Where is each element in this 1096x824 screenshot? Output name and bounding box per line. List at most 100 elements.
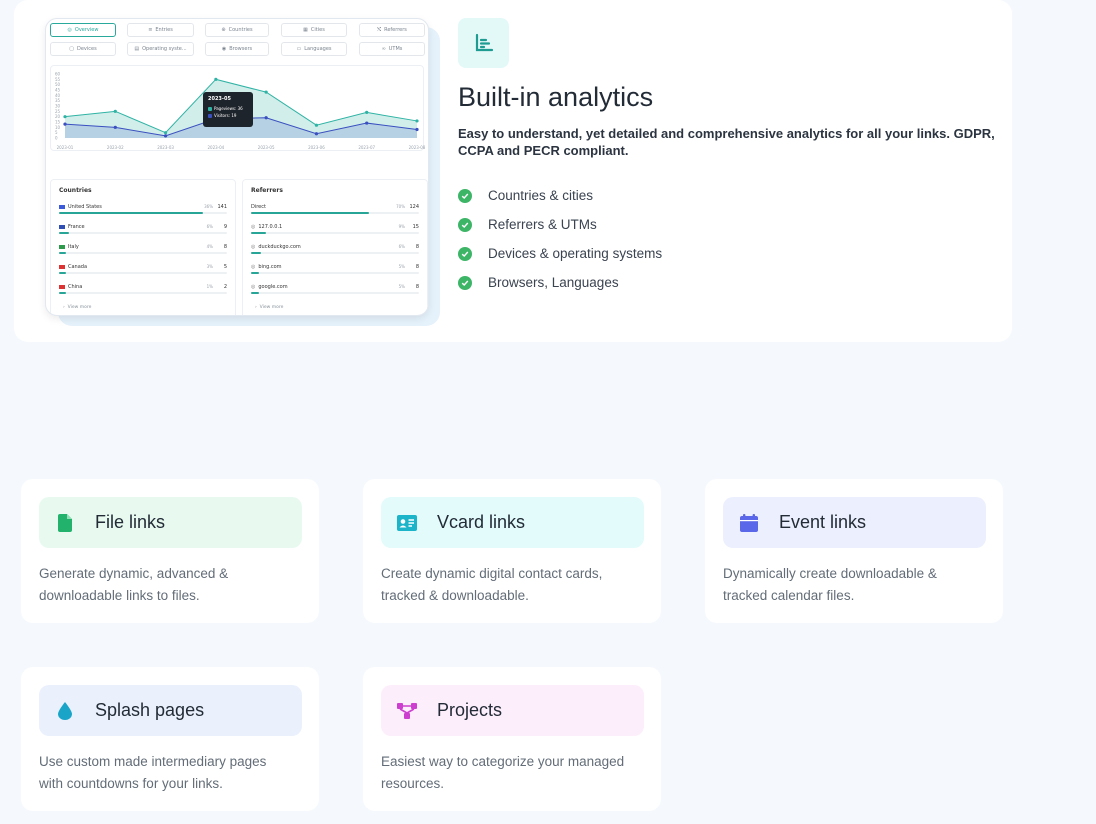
x-tick-label: 2023-04 xyxy=(207,145,224,150)
card-description: Use custom made intermediary pages with … xyxy=(39,754,267,791)
check-icon xyxy=(458,246,472,261)
preview-tab-utms[interactable]: ∞ UTMs xyxy=(359,42,425,56)
feature-item: Referrers & UTMs xyxy=(458,210,662,239)
row-percent: 36% xyxy=(204,204,213,209)
file-icon xyxy=(39,513,91,532)
row-percent: 5% xyxy=(398,284,405,289)
site-icon: ◎ xyxy=(251,244,256,250)
x-tick-label: 2023-03 xyxy=(157,145,174,150)
countries-row: Canada 3% 5 xyxy=(59,264,227,278)
referrers-view-more[interactable]: › View more xyxy=(255,305,284,310)
row-bar-track xyxy=(59,212,227,214)
file-links-card[interactable]: File links Generate dynamic, advanced & … xyxy=(21,479,319,623)
data-point-pageviews[interactable] xyxy=(214,77,218,81)
data-point-visitors[interactable] xyxy=(365,121,369,125)
visitors-swatch xyxy=(208,113,212,118)
row-bar-fill xyxy=(59,292,66,294)
card-description: Easiest way to categorize your managed r… xyxy=(381,754,625,791)
row-count: 8 xyxy=(223,244,227,250)
row-count: 2 xyxy=(223,284,227,290)
flag-icon xyxy=(59,205,65,209)
preview-tab-devices[interactable]: ▢ Devices xyxy=(50,42,116,56)
splash-pages-card[interactable]: Splash pages Use custom made intermediar… xyxy=(21,667,319,811)
data-point-pageviews[interactable] xyxy=(264,90,268,94)
feature-list: Countries & cities Referrers & UTMs Devi… xyxy=(458,181,662,297)
row-label: China xyxy=(59,284,82,290)
countries-row: China 1% 2 xyxy=(59,284,227,298)
countries-row: Italy 4% 8 xyxy=(59,244,227,258)
row-bar-track xyxy=(251,232,419,234)
series-line-pageviews xyxy=(64,78,418,134)
row-bar-fill xyxy=(251,232,267,234)
vcard-links-card[interactable]: Vcard links Create dynamic digital conta… xyxy=(363,479,661,623)
projects-card[interactable]: Projects Easiest way to categorize your … xyxy=(363,667,661,811)
data-point-visitors[interactable] xyxy=(113,125,117,129)
countries-panel: Countries United States 36% 141 France 6% 9 It… xyxy=(50,179,236,315)
data-point-visitors[interactable] xyxy=(314,132,319,136)
countries-title: Countries xyxy=(59,187,92,194)
data-point-visitors[interactable] xyxy=(415,127,419,132)
preview-tab-cities[interactable]: ▦ Cities xyxy=(281,23,347,37)
data-point-pageviews[interactable] xyxy=(365,110,369,114)
row-percent: 4% xyxy=(206,244,213,249)
preview-tab-countries[interactable]: ⊕ Countries xyxy=(205,23,269,37)
referrers-row: ◎ duckduckgo.com 6% 8 xyxy=(251,244,419,258)
preview-tab-entries[interactable]: ≡ Entries xyxy=(127,23,194,37)
row-bar-fill xyxy=(59,252,66,254)
feature-item: Devices & operating systems xyxy=(458,239,662,268)
event-links-card[interactable]: Event links Dynamically create downloada… xyxy=(705,479,1003,623)
row-count: 8 xyxy=(415,244,419,250)
card-title: File links xyxy=(95,512,166,532)
row-label: ◎ duckduckgo.com xyxy=(251,244,301,250)
row-percent: 70% xyxy=(396,204,405,209)
data-point-pageviews[interactable] xyxy=(163,131,168,135)
calendar-icon xyxy=(723,513,775,532)
y-tick-label: 25 xyxy=(55,109,61,114)
preview-tab-referrers[interactable]: ⤭ Referrers xyxy=(359,23,425,37)
event-links-header: Event links xyxy=(723,497,986,548)
row-percent: 6% xyxy=(398,244,405,249)
data-point-pageviews[interactable] xyxy=(314,123,319,127)
y-tick-label: 40 xyxy=(55,93,61,98)
check-icon xyxy=(458,217,472,232)
preview-tab-languages[interactable]: ▭ Languages xyxy=(281,42,347,56)
preview-tab-overview[interactable]: ◎ Overview xyxy=(50,23,116,37)
row-count: 15 xyxy=(412,224,419,230)
flag-icon xyxy=(59,225,65,229)
row-label: United States xyxy=(59,204,102,210)
card-description: Dynamically create downloadable & tracke… xyxy=(723,566,937,603)
data-point-pageviews[interactable] xyxy=(415,119,419,123)
row-percent: 6% xyxy=(206,224,213,229)
data-point-visitors[interactable] xyxy=(63,122,67,126)
referrers-panel: Referrers Direct 70% 124 ◎ 127.0.0.1 9% 15 ◎ duc… xyxy=(242,179,428,315)
pageviews-swatch xyxy=(208,106,212,111)
vcard-links-header: Vcard links xyxy=(381,497,644,548)
y-tick-label: 20 xyxy=(55,114,61,119)
flag-icon xyxy=(59,285,65,289)
referrers-title: Referrers xyxy=(251,187,283,194)
chart-tooltip: 2023-05 Pageviews: 36 Visitors: 19 xyxy=(203,92,253,127)
preview-tab-browsers[interactable]: ◉ Browsers xyxy=(205,42,269,56)
row-bar-track xyxy=(251,212,419,214)
data-point-visitors[interactable] xyxy=(264,116,268,120)
row-bar-track xyxy=(59,252,227,254)
y-tick-label: 45 xyxy=(55,88,61,93)
row-bar-track xyxy=(251,272,419,274)
row-percent: 3% xyxy=(206,264,213,269)
id-card-icon xyxy=(381,514,433,531)
preview-tab-operating-systems[interactable]: ▤ Operating syste... xyxy=(127,42,194,56)
data-point-pageviews[interactable] xyxy=(63,115,67,119)
row-bar-fill xyxy=(59,232,70,234)
data-point-visitors[interactable] xyxy=(163,134,168,138)
referrers-row: ◎ 127.0.0.1 9% 15 xyxy=(251,224,419,238)
x-tick-label: 2023-01 xyxy=(57,145,74,150)
data-point-pageviews[interactable] xyxy=(113,109,117,113)
x-tick-label: 2023-05 xyxy=(258,145,275,150)
splash-pages-header: Splash pages xyxy=(39,685,302,736)
row-bar-fill xyxy=(59,212,204,214)
referrers-row: Direct 70% 124 xyxy=(251,204,419,218)
row-count: 124 xyxy=(409,204,419,210)
row-bar-track xyxy=(59,272,227,274)
countries-view-more[interactable]: › View more xyxy=(63,305,92,310)
referrers-row: ◎ google.com 5% 8 xyxy=(251,284,419,298)
